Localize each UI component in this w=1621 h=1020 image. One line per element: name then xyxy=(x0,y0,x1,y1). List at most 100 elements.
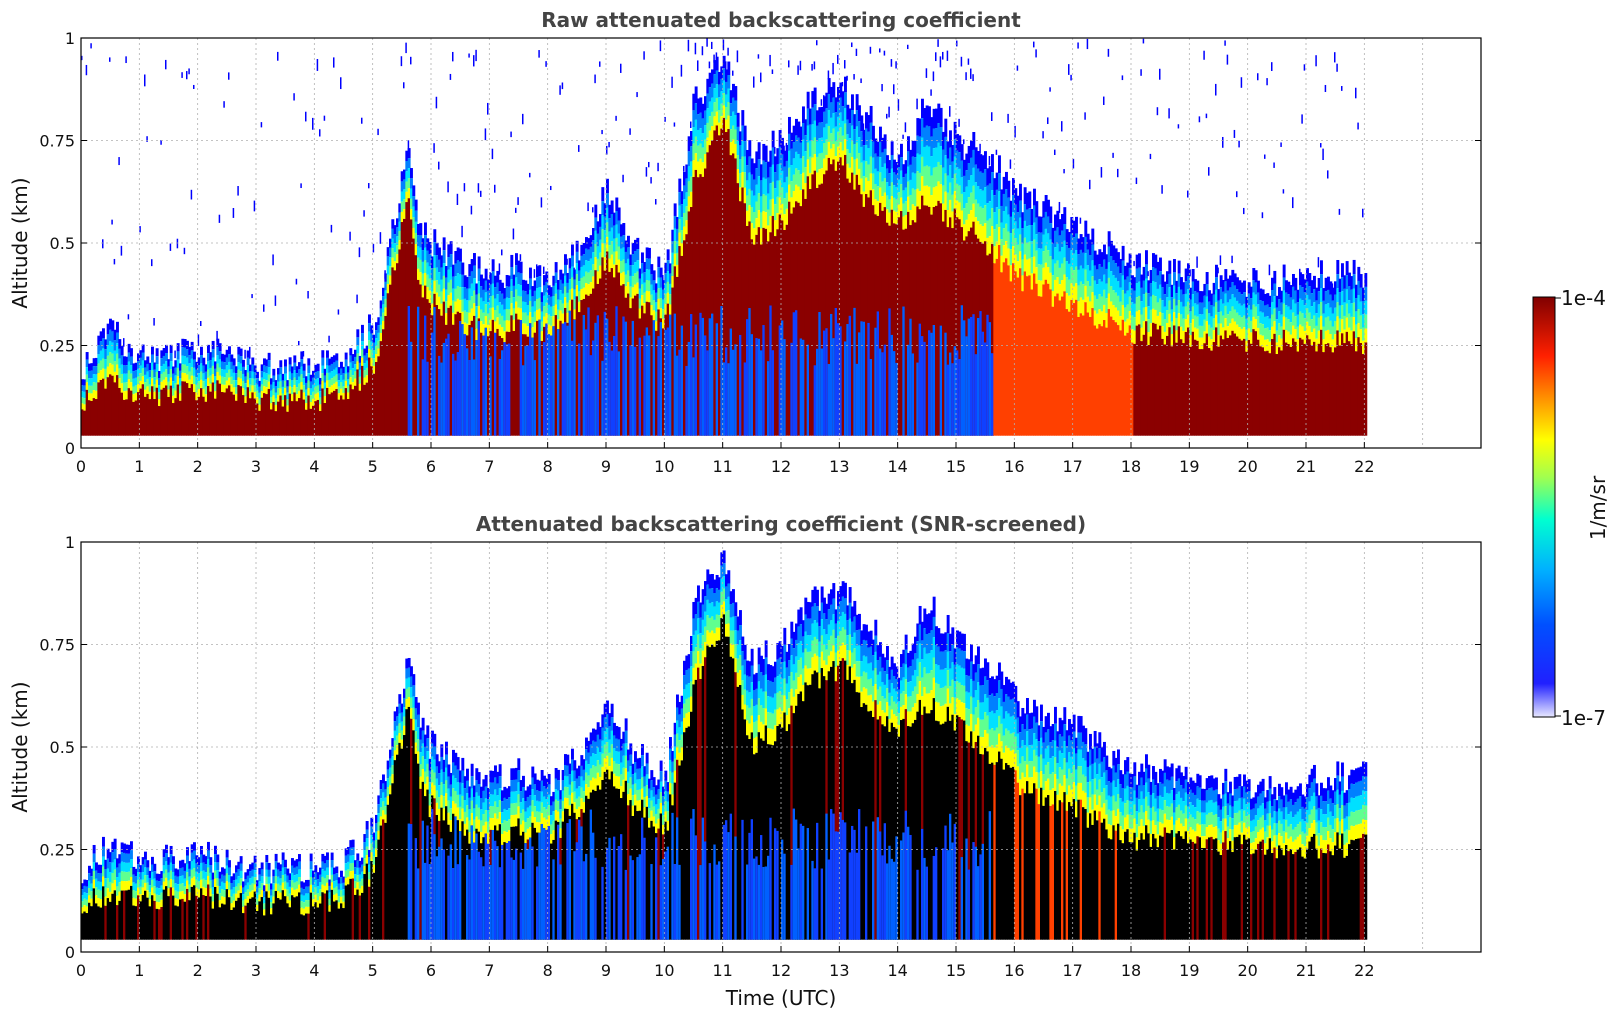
heatmap-column xyxy=(379,300,383,436)
heatmap-column xyxy=(466,768,469,940)
heatmap-column xyxy=(1182,775,1186,940)
heatmap-column xyxy=(1292,792,1295,940)
heatmap-column xyxy=(1119,770,1123,940)
noise-speckle xyxy=(468,53,470,58)
heatmap-column xyxy=(1058,219,1062,436)
noise-speckle xyxy=(823,95,825,102)
heatmap-column xyxy=(120,842,124,940)
heatmap-column xyxy=(347,366,350,436)
noise-speckle xyxy=(1086,38,1089,50)
noise-speckle xyxy=(272,254,274,266)
heatmap-column xyxy=(627,235,630,436)
heatmap-column xyxy=(99,864,103,940)
heatmap-column xyxy=(573,760,577,940)
x-tick-label: 13 xyxy=(829,457,849,476)
x-tick-label: 19 xyxy=(1179,961,1199,980)
noise-speckle xyxy=(1266,78,1268,86)
x-tick-label: 5 xyxy=(368,961,378,980)
heatmap-column xyxy=(235,865,238,940)
heatmap-column xyxy=(981,667,985,940)
heatmap-column xyxy=(270,883,273,940)
heatmap-column xyxy=(90,363,94,436)
heatmap-column xyxy=(426,725,430,940)
heatmap-column xyxy=(925,614,929,940)
heatmap-column xyxy=(438,247,441,436)
heatmap-column xyxy=(1077,238,1081,436)
heatmap-column xyxy=(151,346,154,436)
noise-speckle xyxy=(907,44,909,50)
heatmap-column xyxy=(785,144,789,436)
heatmap-column xyxy=(1030,208,1034,436)
heatmap-column xyxy=(1205,778,1209,940)
heatmap-column xyxy=(480,786,483,940)
heatmap-column xyxy=(1163,281,1167,436)
heatmap-column xyxy=(1068,232,1071,436)
noise-speckle xyxy=(519,254,522,261)
heatmap-column xyxy=(1145,754,1148,940)
heatmap-column xyxy=(475,768,479,940)
heatmap-column xyxy=(139,350,143,436)
noise-speckle xyxy=(650,177,652,184)
heatmap-column xyxy=(1275,800,1279,940)
heatmap-column xyxy=(1224,768,1228,940)
noise-speckle xyxy=(1303,64,1306,71)
noise-speckle xyxy=(769,54,771,67)
heatmap-column xyxy=(1264,797,1267,940)
heatmap-column xyxy=(1280,787,1284,940)
heatmap-column xyxy=(762,143,766,436)
heatmap-column xyxy=(1203,283,1207,436)
heatmap-column xyxy=(1303,796,1307,940)
noise-speckle xyxy=(113,258,116,265)
heatmap-column xyxy=(1261,778,1265,940)
heatmap-column xyxy=(972,664,976,940)
heatmap-column xyxy=(895,666,899,940)
x-tick-label: 18 xyxy=(1121,457,1141,476)
heatmap-column xyxy=(291,366,294,436)
heatmap-column xyxy=(1184,268,1188,436)
heatmap-column xyxy=(127,844,131,940)
heatmap-column xyxy=(578,765,581,940)
heatmap-column xyxy=(1177,260,1181,436)
heatmap-area xyxy=(81,38,1368,436)
heatmap-column xyxy=(1091,748,1095,940)
heatmap-column xyxy=(295,859,299,940)
heatmap-column xyxy=(1324,277,1328,436)
heatmap-column xyxy=(568,763,572,940)
heatmap-column xyxy=(671,750,675,940)
heatmap-column xyxy=(1303,279,1307,436)
colorbar-scale xyxy=(1532,296,1556,718)
heatmap-column xyxy=(1322,288,1326,436)
heatmap-column xyxy=(916,118,920,436)
heatmap-column xyxy=(169,845,173,940)
heatmap-column xyxy=(676,216,679,436)
heatmap-column xyxy=(634,239,637,436)
x-tick-label: 2 xyxy=(193,961,203,980)
noise-speckle xyxy=(846,75,848,81)
noise-speckle xyxy=(323,115,326,121)
heatmap-column xyxy=(424,734,427,940)
heatmap-column xyxy=(1215,264,1218,436)
heatmap-column xyxy=(610,703,614,940)
noise-speckle xyxy=(340,77,342,90)
heatmap-column xyxy=(1131,773,1134,940)
noise-speckle xyxy=(1338,208,1341,215)
heatmap-column xyxy=(986,662,990,940)
heatmap-column xyxy=(1152,253,1155,436)
heatmap-column xyxy=(1205,272,1209,436)
heatmap-column xyxy=(361,857,364,940)
heatmap-column xyxy=(456,247,460,436)
heatmap-column xyxy=(1313,764,1316,940)
heatmap-column xyxy=(501,790,504,940)
heatmap-column xyxy=(839,82,843,436)
heatmap-column xyxy=(1264,293,1267,436)
noise-speckle xyxy=(757,54,760,59)
heatmap-column xyxy=(748,661,752,940)
heatmap-column xyxy=(729,90,733,436)
heatmap-column xyxy=(622,222,626,436)
heatmap-column xyxy=(477,256,481,436)
noise-speckle xyxy=(263,304,265,312)
heatmap-column xyxy=(753,674,756,940)
heatmap-column xyxy=(757,142,761,436)
noise-speckle xyxy=(517,197,519,205)
